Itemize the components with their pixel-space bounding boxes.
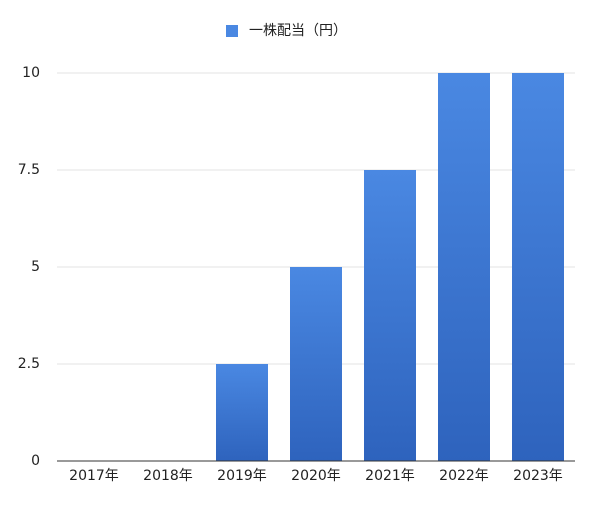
- x-tick-label: 2022年: [439, 468, 489, 484]
- y-tick-label: 10: [22, 65, 40, 81]
- bar: [438, 73, 490, 461]
- x-tick-label: 2019年: [217, 468, 267, 484]
- x-tick-label: 2017年: [69, 468, 119, 484]
- bar: [512, 73, 564, 461]
- x-tick-label: 2023年: [513, 468, 563, 484]
- bar: [364, 170, 416, 461]
- y-tick-label: 7.5: [18, 162, 40, 178]
- y-tick-label: 2.5: [18, 356, 40, 372]
- y-tick-label: 5: [31, 259, 40, 275]
- y-tick-label: 0: [31, 453, 40, 469]
- x-tick-label: 2021年: [365, 468, 415, 484]
- x-tick-label: 2020年: [291, 468, 341, 484]
- x-tick-label: 2018年: [143, 468, 193, 484]
- bar: [290, 267, 342, 461]
- legend-swatch: [226, 25, 238, 37]
- legend-label: 一株配当（円）: [249, 23, 347, 39]
- bar: [216, 364, 268, 461]
